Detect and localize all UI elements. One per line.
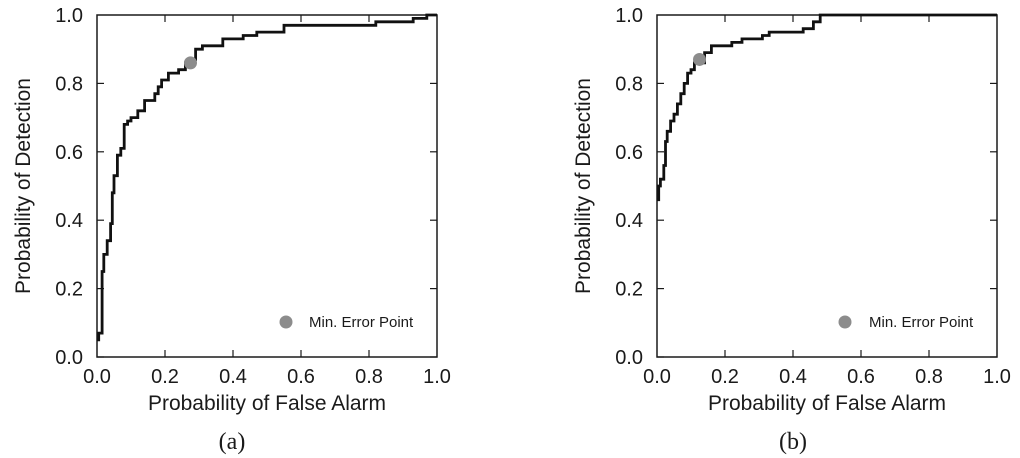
x-tick-label: 0.6 — [847, 366, 875, 388]
y-tick-label: 0.2 — [615, 279, 643, 301]
panel-label-a: (a) — [219, 429, 246, 455]
y-ticks-a: 0.0 0.2 0.4 0.6 0.8 1.0 — [55, 5, 437, 369]
x-ticks-b: 0.0 0.2 0.4 0.6 0.8 1.0 — [643, 15, 1011, 388]
y-tick-label: 0.4 — [55, 210, 83, 232]
y-axis-title-a: Probability of Detection — [12, 78, 35, 294]
y-tick-label: 0.0 — [615, 347, 643, 369]
y-tick-label: 0.6 — [55, 142, 83, 164]
chart-marks — [97, 13, 997, 342]
plot-frame-a — [96, 14, 438, 358]
y-tick-label: 1.0 — [55, 5, 83, 27]
legend-label-b: Min. Error Point — [869, 314, 974, 331]
legend-a: Min. Error Point — [279, 314, 414, 331]
y-tick-label: 0.6 — [615, 142, 643, 164]
panel-b: 0.0 0.2 0.4 0.6 0.8 1.0 0.0 0.2 0.4 0.6 — [572, 5, 1011, 455]
min-error-point-b — [693, 52, 706, 66]
y-tick-label: 0.0 — [55, 347, 83, 369]
x-tick-label: 0.8 — [915, 366, 943, 388]
y-tick-label: 0.2 — [55, 279, 83, 301]
x-axis-title-b: Probability of False Alarm — [708, 392, 946, 415]
min-error-point-a — [184, 56, 197, 70]
x-tick-label: 1.0 — [983, 366, 1011, 388]
x-tick-label: 0.4 — [219, 366, 247, 388]
x-ticks-a: 0.0 0.2 0.4 0.6 0.8 1.0 — [83, 15, 451, 388]
x-tick-label: 0.0 — [83, 366, 111, 388]
x-tick-label: 1.0 — [423, 366, 451, 388]
x-tick-label: 0.8 — [355, 366, 383, 388]
roc-curve-b — [657, 13, 997, 202]
y-axis-title-b: Probability of Detection — [572, 78, 595, 294]
y-tick-label: 0.8 — [615, 73, 643, 95]
x-tick-label: 0.4 — [779, 366, 807, 388]
x-tick-label: 0.0 — [643, 366, 671, 388]
legend-marker-a — [279, 315, 293, 329]
panel-a: 0.0 0.2 0.4 0.6 0.8 1.0 0.0 0.2 0.4 0.6 — [12, 5, 451, 455]
legend-label-a: Min. Error Point — [309, 314, 414, 331]
legend-marker-b — [838, 315, 852, 329]
roc-curve-a — [97, 13, 437, 342]
legend-b: Min. Error Point — [838, 314, 974, 331]
x-tick-label: 0.2 — [151, 366, 179, 388]
x-tick-label: 0.6 — [287, 366, 315, 388]
panel-label-b: (b) — [779, 429, 807, 455]
x-tick-label: 0.2 — [711, 366, 739, 388]
x-axis-title-a: Probability of False Alarm — [148, 392, 386, 415]
y-tick-label: 0.4 — [615, 210, 643, 232]
y-ticks-b: 0.0 0.2 0.4 0.6 0.8 1.0 — [615, 5, 997, 369]
y-tick-label: 1.0 — [615, 5, 643, 27]
plot-frame-b — [656, 14, 998, 358]
y-tick-label: 0.8 — [55, 73, 83, 95]
